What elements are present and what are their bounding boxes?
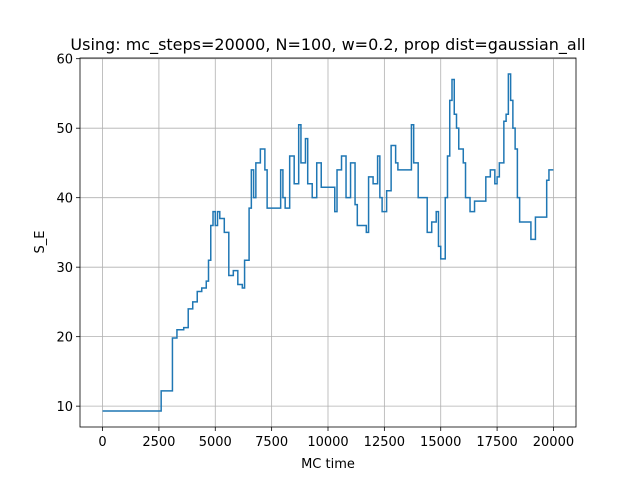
x-tick-label: 17500 bbox=[476, 435, 517, 450]
x-tick-label: 12500 bbox=[364, 435, 405, 450]
x-tick-label: 10000 bbox=[307, 435, 348, 450]
y-tick-label: 10 bbox=[56, 400, 73, 415]
x-tick-label: 7500 bbox=[255, 435, 288, 450]
y-tick-label: 30 bbox=[56, 261, 73, 276]
x-tick-label: 20000 bbox=[533, 435, 574, 450]
x-tick-label: 15000 bbox=[420, 435, 461, 450]
y-axis-label: S_E bbox=[33, 231, 48, 254]
chart-title: Using: mc_steps=20000, N=100, w=0.2, pro… bbox=[70, 35, 585, 55]
y-tick-label: 20 bbox=[56, 331, 73, 346]
plot-frame bbox=[79, 57, 577, 428]
y-tick-label: 40 bbox=[56, 192, 73, 207]
y-tick-label: 50 bbox=[56, 122, 73, 137]
x-tick-label: 5000 bbox=[199, 435, 232, 450]
y-tick-label: 60 bbox=[56, 53, 73, 68]
x-tick-label: 2500 bbox=[142, 435, 175, 450]
data-line bbox=[102, 73, 554, 412]
x-tick-label: 0 bbox=[98, 435, 106, 450]
x-axis-label: MC time bbox=[301, 457, 355, 472]
